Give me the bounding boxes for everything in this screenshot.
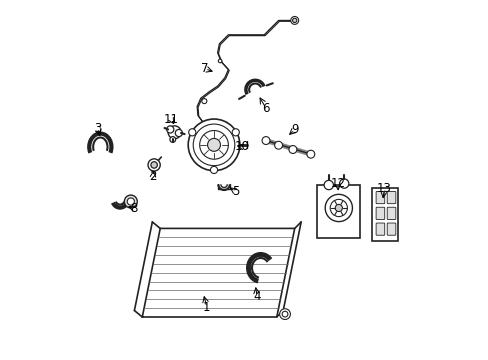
FancyBboxPatch shape [375, 192, 384, 204]
Circle shape [288, 145, 296, 153]
Text: 7: 7 [201, 62, 208, 75]
Circle shape [188, 119, 239, 171]
Text: 13: 13 [376, 183, 391, 195]
Text: 10: 10 [234, 140, 249, 153]
Text: 4: 4 [253, 290, 260, 303]
Circle shape [169, 136, 175, 142]
Circle shape [232, 129, 239, 136]
Circle shape [329, 199, 346, 217]
Text: 3: 3 [94, 122, 101, 135]
Circle shape [210, 166, 217, 174]
Circle shape [282, 311, 287, 317]
Text: 6: 6 [262, 102, 269, 115]
Circle shape [193, 124, 234, 166]
Circle shape [325, 194, 352, 222]
Circle shape [324, 180, 333, 190]
Text: 12: 12 [329, 177, 345, 190]
FancyBboxPatch shape [386, 223, 395, 235]
Circle shape [124, 195, 137, 208]
Text: 9: 9 [290, 123, 298, 136]
Circle shape [218, 59, 222, 63]
Circle shape [188, 129, 196, 136]
Circle shape [279, 309, 290, 319]
Text: 1: 1 [203, 301, 210, 314]
FancyBboxPatch shape [386, 207, 395, 220]
Circle shape [207, 138, 220, 151]
Circle shape [292, 18, 296, 23]
Text: 2: 2 [149, 170, 157, 183]
Text: 5: 5 [231, 185, 239, 198]
Circle shape [335, 204, 342, 212]
Text: 11: 11 [163, 113, 178, 126]
FancyBboxPatch shape [375, 223, 384, 235]
Circle shape [175, 130, 182, 136]
FancyBboxPatch shape [375, 207, 384, 220]
Circle shape [151, 162, 157, 168]
Circle shape [199, 131, 228, 159]
FancyBboxPatch shape [371, 188, 397, 241]
Circle shape [168, 126, 181, 139]
Circle shape [290, 17, 298, 24]
Circle shape [274, 141, 282, 149]
Circle shape [148, 159, 160, 171]
Circle shape [127, 198, 134, 205]
Circle shape [262, 136, 269, 144]
Circle shape [339, 179, 348, 188]
Text: 8: 8 [130, 202, 138, 215]
Circle shape [202, 99, 206, 104]
Circle shape [306, 150, 314, 158]
Circle shape [166, 126, 174, 133]
FancyBboxPatch shape [386, 192, 395, 204]
FancyBboxPatch shape [317, 185, 359, 238]
